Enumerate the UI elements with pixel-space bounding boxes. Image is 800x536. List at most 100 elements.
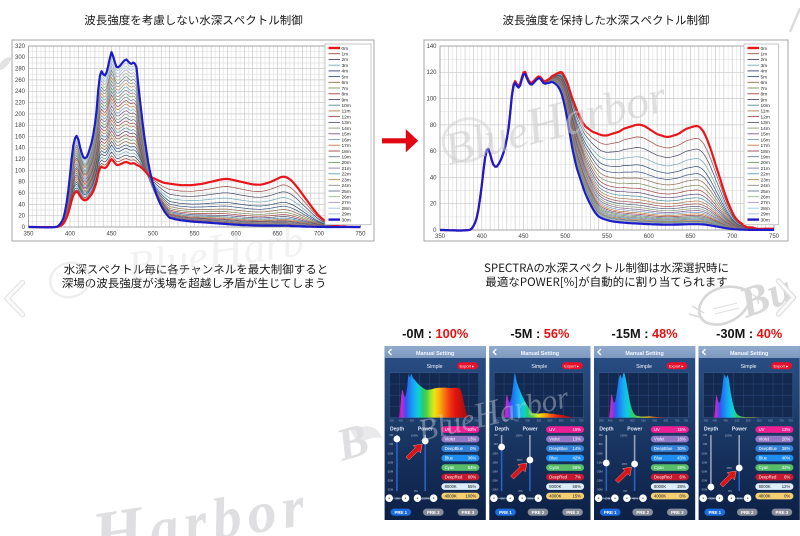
svg-text:26m: 26m <box>761 195 770 201</box>
svg-text:80: 80 <box>430 123 437 129</box>
svg-text:550: 550 <box>602 234 613 240</box>
svg-text:0M: 0M <box>389 433 394 437</box>
svg-text:260: 260 <box>15 78 26 84</box>
svg-text:27m: 27m <box>761 200 770 206</box>
svg-text:11m: 11m <box>761 109 770 115</box>
svg-text:16m: 16m <box>761 137 770 143</box>
svg-text:15%: 15% <box>573 427 582 432</box>
svg-text:Export ▸: Export ▸ <box>564 363 579 368</box>
svg-text:DeepBlue: DeepBlue <box>445 446 464 451</box>
svg-text:DeepBlue: DeepBlue <box>654 446 673 451</box>
svg-text:700: 700 <box>779 419 784 423</box>
svg-text:0M: 0M <box>703 433 708 437</box>
svg-text:10m: 10m <box>342 103 351 109</box>
svg-text:650: 650 <box>454 419 459 423</box>
svg-text:180: 180 <box>15 123 26 129</box>
svg-text:-15M: -15M <box>387 460 394 464</box>
svg-text:450: 450 <box>514 419 519 423</box>
svg-text:Simple: Simple <box>741 364 757 370</box>
svg-text:8m: 8m <box>761 92 768 98</box>
svg-text:14m: 14m <box>342 126 351 132</box>
svg-text:17m: 17m <box>342 143 351 149</box>
svg-text:14%: 14% <box>573 446 582 451</box>
svg-text:28m: 28m <box>761 206 770 212</box>
svg-text:700: 700 <box>314 232 325 238</box>
svg-text:30%: 30% <box>677 446 686 451</box>
svg-text:350: 350 <box>704 419 709 423</box>
svg-text:600: 600 <box>231 232 242 238</box>
svg-text:-15M : 48%: -15M : 48% <box>612 326 679 341</box>
svg-text:17m: 17m <box>761 143 770 149</box>
svg-text:0: 0 <box>433 228 437 234</box>
svg-text:PRE 2: PRE 2 <box>532 510 545 515</box>
svg-text:600: 600 <box>652 419 657 423</box>
svg-text:PRE 1: PRE 1 <box>604 510 617 515</box>
svg-text:-30M: -30M <box>708 496 715 500</box>
svg-text:PRE 3: PRE 3 <box>566 510 579 515</box>
svg-text:Export ▸: Export ▸ <box>773 363 788 368</box>
svg-text:7m: 7m <box>342 86 349 92</box>
svg-text:20: 20 <box>430 202 437 208</box>
svg-text:-10M: -10M <box>387 451 394 455</box>
svg-text:15%: 15% <box>677 427 686 432</box>
svg-text:UV: UV <box>759 427 765 432</box>
svg-text:22m: 22m <box>761 172 770 178</box>
svg-text:400: 400 <box>65 232 76 238</box>
svg-text:-30M: -30M <box>492 488 499 492</box>
svg-text:450: 450 <box>409 419 414 423</box>
svg-text:0M: 0M <box>494 433 499 437</box>
svg-text:220: 220 <box>15 101 26 107</box>
svg-text:DeepBlue: DeepBlue <box>549 446 568 451</box>
svg-text:16m: 16m <box>342 137 351 143</box>
svg-text:0%: 0% <box>680 494 686 499</box>
svg-text:18m: 18m <box>761 149 770 155</box>
svg-text:42%: 42% <box>573 456 582 461</box>
svg-text:500: 500 <box>421 419 426 423</box>
svg-text:0m: 0m <box>342 46 349 52</box>
svg-text:8000K: 8000K <box>549 484 561 489</box>
svg-text:13m: 13m <box>761 120 770 126</box>
svg-text:Cyan: Cyan <box>445 465 455 470</box>
svg-text:Power: Power <box>627 427 642 433</box>
svg-text:54%: 54% <box>468 465 477 470</box>
svg-text:PRE 2: PRE 2 <box>427 510 440 515</box>
svg-text:400: 400 <box>503 419 508 423</box>
svg-text:20%: 20% <box>782 437 791 442</box>
svg-text:56%: 56% <box>573 484 582 489</box>
svg-text:Blue: Blue <box>549 456 558 461</box>
svg-text:-25M: -25M <box>596 478 603 482</box>
svg-text:DeepRed: DeepRed <box>759 475 777 480</box>
svg-text:Violet: Violet <box>549 437 560 442</box>
svg-text:-5M: -5M <box>493 442 498 446</box>
svg-text:700: 700 <box>465 419 470 423</box>
svg-text:18m: 18m <box>342 149 351 155</box>
svg-text:7%: 7% <box>575 475 581 480</box>
svg-text:-20M: -20M <box>492 469 499 473</box>
svg-text:20: 20 <box>18 214 25 220</box>
svg-text:Blue: Blue <box>445 456 454 461</box>
svg-text:-5M: -5M <box>500 496 506 500</box>
svg-text:0: 0 <box>22 225 26 231</box>
svg-text:600: 600 <box>644 234 655 240</box>
svg-text:DeepBlue: DeepBlue <box>759 446 778 451</box>
svg-text:23m: 23m <box>342 177 351 183</box>
svg-text:100: 100 <box>426 97 437 103</box>
svg-text:7m: 7m <box>761 86 768 92</box>
svg-text:100%: 100% <box>422 496 430 500</box>
svg-text:2m: 2m <box>342 57 349 63</box>
svg-text:PRE 1: PRE 1 <box>394 510 407 515</box>
svg-text:Simple: Simple <box>636 364 652 370</box>
svg-text:300: 300 <box>15 55 26 61</box>
svg-text:700: 700 <box>727 234 738 240</box>
svg-text:10m: 10m <box>761 103 770 109</box>
svg-text:650: 650 <box>272 232 283 238</box>
svg-text:PRE 3: PRE 3 <box>776 510 789 515</box>
svg-text:450: 450 <box>518 234 529 240</box>
svg-text:6%: 6% <box>680 475 686 480</box>
svg-text:Manual Setting: Manual Setting <box>625 351 663 357</box>
svg-text:6m: 6m <box>761 80 768 86</box>
svg-text:100%: 100% <box>620 434 628 438</box>
svg-text:13%: 13% <box>782 427 791 432</box>
svg-text:650: 650 <box>559 419 564 423</box>
svg-text:650: 650 <box>685 234 696 240</box>
